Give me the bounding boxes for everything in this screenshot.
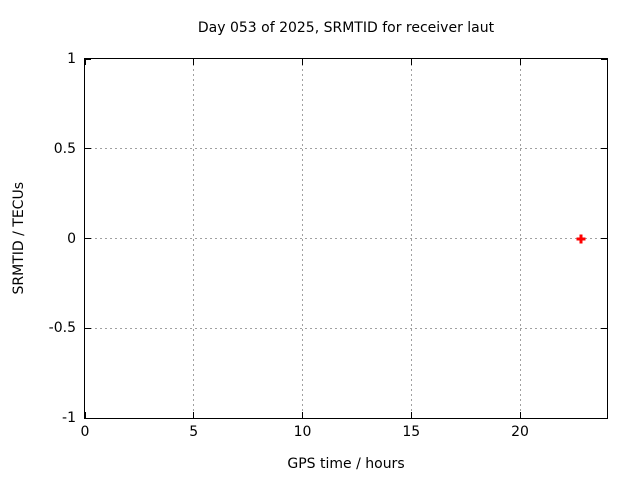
x-tick-mark-bottom [519, 412, 521, 418]
y-tick-mark-left [85, 58, 91, 60]
y-tick-mark-right [601, 417, 607, 419]
x-tick-label: 20 [511, 424, 529, 440]
y-axis-label: SRMTID / TECUs [8, 58, 30, 419]
y-tick-mark-right [601, 58, 607, 60]
x-tick-mark-top [410, 59, 412, 65]
x-tick-mark-top [302, 59, 303, 65]
x-tick-mark-top [193, 59, 195, 65]
x-tick-mark-bottom [193, 412, 195, 418]
y-tick-mark-right [601, 148, 607, 150]
x-tick-mark-bottom [410, 412, 412, 418]
y-tick-mark-left [85, 148, 91, 150]
x-tick-mark-bottom [84, 412, 86, 418]
x-tick-mark-bottom [302, 412, 303, 418]
y-gridline [85, 238, 607, 239]
x-tick-mark-top [84, 59, 86, 65]
y-gridline [85, 327, 607, 329]
chart-title: Day 053 of 2025, SRMTID for receiver lau… [197, 20, 495, 36]
x-tick-label: 15 [402, 424, 421, 440]
y-tick-label: -0.5 [48, 320, 76, 337]
y-tick-label: -1 [62, 410, 76, 426]
y-tick-mark-right [601, 238, 607, 239]
x-tick-label: 5 [189, 424, 199, 440]
x-tick-mark-top [519, 59, 521, 65]
x-axis-label: GPS time / hours [287, 456, 405, 472]
y-gridline [85, 148, 607, 150]
plot-area: 0 5 10 15 20 1 0.5 0 -0.5 -1 [49, 51, 608, 440]
y-tick-label: 0 [67, 230, 76, 247]
y-tick-mark-left [85, 327, 91, 329]
y-tick-mark-right [601, 327, 607, 329]
y-tick-mark-left [85, 417, 91, 419]
y-tick-label: 1 [67, 51, 76, 67]
data-point-marker [576, 234, 586, 243]
x-tick-label: 10 [293, 424, 312, 440]
y-tick-mark-left [85, 238, 91, 239]
y-tick-label: 0.5 [53, 140, 76, 157]
y-axis-label-text: SRMTID / TECUs [11, 182, 27, 295]
x-tick-label: 0 [80, 424, 90, 440]
